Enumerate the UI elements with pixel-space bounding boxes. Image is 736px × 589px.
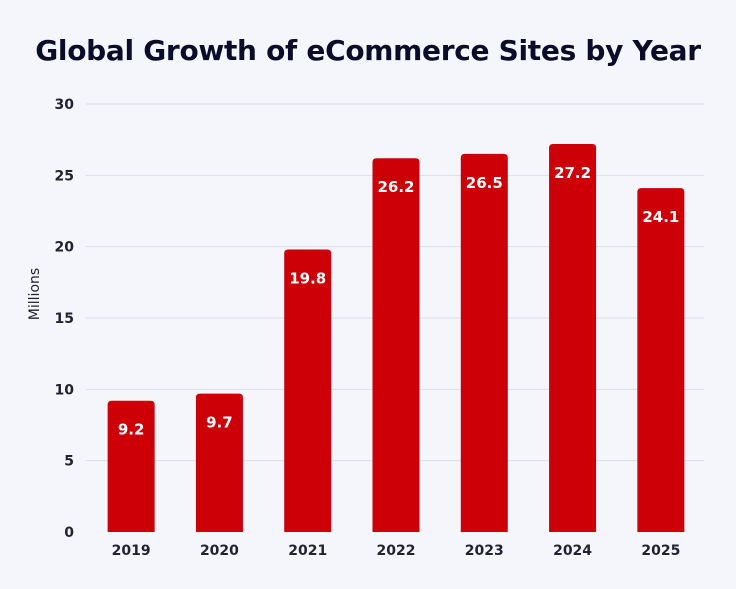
x-tick-label-2021: 2021 (288, 543, 327, 559)
data-label-2020: 9.7 (206, 414, 233, 432)
data-label-2024: 27.2 (554, 164, 591, 182)
y-tick-label: 25 (55, 168, 74, 184)
bar-2025 (637, 188, 685, 532)
x-axis-ticks: 2019 2020 2021 2022 2023 2024 2025 (112, 543, 681, 559)
x-tick-label-2023: 2023 (465, 543, 504, 559)
y-tick-label: 30 (55, 97, 75, 113)
bar-2023 (460, 153, 508, 532)
chart-title: Global Growth of eCommerce Sites by Year (35, 34, 701, 67)
bars (107, 143, 685, 533)
bar-2022 (372, 158, 420, 533)
data-label-2023: 26.5 (466, 174, 503, 192)
y-tick-label: 10 (55, 382, 75, 398)
bar-2020 (195, 393, 243, 532)
y-tick-label: 5 (64, 454, 74, 470)
data-label-2025: 24.1 (642, 208, 679, 226)
x-tick-label-2022: 2022 (377, 543, 416, 559)
y-tick-label: 0 (64, 525, 74, 541)
data-label-2021: 19.8 (289, 270, 326, 288)
x-tick-label-2024: 2024 (553, 543, 592, 559)
bar-2019 (107, 400, 155, 532)
x-tick-label-2019: 2019 (112, 543, 151, 559)
data-label-2022: 26.2 (377, 178, 414, 196)
bar-2021 (284, 249, 332, 532)
y-tick-label: 15 (55, 311, 74, 327)
x-tick-label-2025: 2025 (641, 543, 680, 559)
data-labels: 9.2 9.7 19.8 26.2 26.5 27.2 24.1 (118, 164, 680, 439)
bar-2024 (549, 143, 597, 533)
y-axis-ticks: 0 5 10 15 20 25 30 (55, 97, 75, 541)
y-tick-label: 20 (55, 240, 75, 256)
x-tick-label-2020: 2020 (200, 543, 239, 559)
data-label-2019: 9.2 (118, 421, 145, 439)
